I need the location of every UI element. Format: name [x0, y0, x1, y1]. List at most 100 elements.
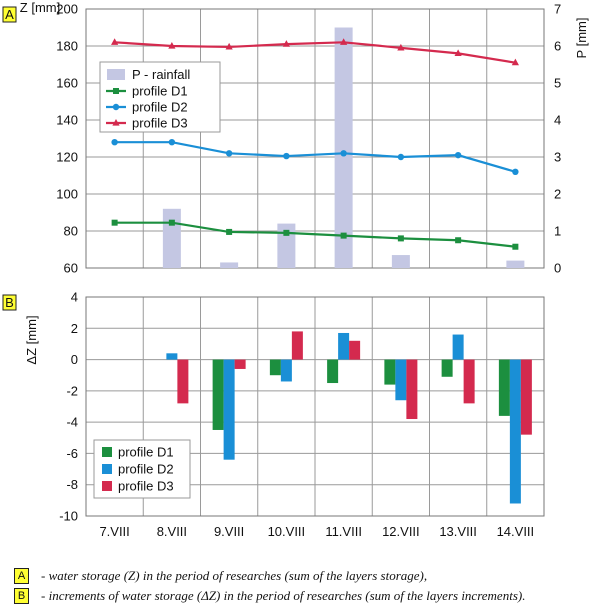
panel-b-ytick-label: -6 — [66, 446, 78, 461]
panel-a-ytick-label: 180 — [56, 39, 78, 54]
panel-a-y2tick-label: 6 — [554, 39, 561, 54]
panel-b-badge-label: B — [5, 295, 14, 310]
panel-a-legend-label-rainfall: P - rainfall — [132, 67, 190, 82]
panel-b-ytick-label: 0 — [71, 352, 78, 367]
panel-b-ytick-label: 4 — [71, 290, 78, 305]
panel-a-legend-label: profile D3 — [132, 116, 188, 131]
panel-b-bar — [166, 353, 178, 360]
panel-a-ytick-label: 140 — [56, 113, 78, 128]
panel-b-xtick-label: 13.VIII — [439, 524, 477, 539]
panel-a-legend-label: profile D2 — [132, 100, 188, 115]
panel-b-xtick-label: 8.VIII — [157, 524, 187, 539]
panel-b-bar — [291, 331, 303, 360]
panel-a-rainfall-bar — [334, 27, 353, 268]
panel-a-plot-frame — [85, 8, 545, 269]
panel-a-series-line — [114, 141, 516, 173]
footnote-b: B - increments of water storage (ΔZ) in … — [14, 586, 525, 606]
panel-a-data-point — [340, 150, 347, 157]
panel-a-data-point — [283, 152, 290, 160]
panel-a-data-point — [340, 38, 348, 45]
panel-b-chart: B -10 -8 -6 -4 -2 0 2 4 ΔZ [mm] 7.VIII 8.VIII 9.VIII… — [2, 290, 545, 539]
panel-a-data-point — [397, 43, 405, 51]
panel-a-rainfall-bar — [506, 260, 525, 268]
panel-a-data-point — [397, 153, 405, 161]
panel-a-data-point — [512, 243, 519, 250]
panel-a-data-point — [111, 219, 118, 226]
panel-b-legend-label: profile D3 — [118, 479, 174, 494]
panel-a-data-point — [454, 151, 462, 159]
panel-b-bar — [177, 359, 189, 404]
panel-a-legend-swatch-rainfall — [107, 69, 125, 80]
panel-a-rainfall-bar — [220, 262, 239, 268]
panel-b-bar — [223, 359, 235, 460]
panel-b-ytick-label: 2 — [71, 321, 78, 336]
panel-a-data-point — [226, 228, 233, 235]
panel-b-xtick-label: 9.VIII — [214, 524, 244, 539]
panel-a-legend-marker — [112, 103, 120, 111]
panel-b-ytick-label: -2 — [66, 383, 78, 398]
panel-a-rainfall-bar — [277, 223, 296, 268]
panel-a-y2tick-label: 1 — [554, 224, 561, 239]
panel-a-ytick-label: 60 — [64, 261, 78, 276]
panel-a-rainfall-bar — [162, 208, 181, 268]
panel-a-data-point — [225, 42, 233, 50]
panel-a-badge — [2, 6, 17, 23]
panel-b-bar — [498, 359, 510, 416]
panel-b-plot-frame — [85, 296, 545, 517]
panel-a-chart: A 60 80 100 120 140 160 180 200 0 1 2 3 4 5 6 7 Z [mm] P [… — [2, 0, 589, 276]
panel-a-data-point — [111, 139, 118, 146]
panel-b-badge — [2, 294, 17, 311]
panel-b-bar — [269, 359, 281, 376]
panel-b-bar — [441, 359, 453, 377]
panel-a-ytick-label: 200 — [56, 2, 78, 17]
panel-a-y2tick-label: 4 — [554, 113, 561, 128]
panel-a-ytick-label: 120 — [56, 150, 78, 165]
panel-b-bar — [463, 359, 475, 404]
panel-b-xtick-label: 7.VIII — [99, 524, 129, 539]
panel-a-data-point — [512, 168, 519, 175]
panel-a-ylabel: Z [mm] — [20, 0, 60, 15]
panel-a-data-point — [111, 38, 119, 45]
panel-b-legend-swatch — [102, 464, 112, 474]
panel-b-bar — [406, 359, 418, 420]
panel-a-data-point — [225, 150, 233, 157]
panel-a-ytick-label: 160 — [56, 76, 78, 91]
panel-a-legend-marker — [112, 119, 120, 126]
panel-b-bar — [212, 359, 224, 430]
panel-b-bar — [327, 359, 339, 384]
footnote-badge-a: A — [14, 568, 29, 584]
panel-b-xtick-label: 10.VIII — [268, 524, 306, 539]
panel-a-data-point — [397, 235, 404, 242]
panel-a-badge-label: A — [5, 7, 14, 22]
panel-b-bar — [452, 334, 464, 360]
panel-a-data-point — [340, 232, 347, 239]
figure: A 60 80 100 120 140 160 180 200 0 1 2 3 4 5 6 7 Z [mm] P [… — [2, 0, 589, 539]
panel-a-legend-label: profile D1 — [132, 84, 188, 99]
panel-b-bar — [349, 340, 361, 360]
panel-b-legend-label: profile D2 — [118, 462, 174, 477]
panel-b-xtick-label: 11.VIII — [325, 524, 362, 539]
panel-b-bar — [509, 359, 521, 504]
panel-a-series-line — [114, 221, 516, 248]
panel-b-legend-swatch — [102, 481, 112, 491]
panel-b-xtick-label: 12.VIII — [382, 524, 420, 539]
panel-a-y2tick-label: 0 — [554, 261, 561, 276]
footnotes: A - water storage (Z) in the period of r… — [14, 566, 525, 606]
panel-a-ytick-label: 80 — [64, 224, 78, 239]
panel-a-y2tick-label: 5 — [554, 76, 561, 91]
footnote-text-b: - increments of water storage (ΔZ) in th… — [41, 588, 526, 603]
panel-b-bar — [384, 359, 396, 385]
panel-b-ytick-label: -4 — [66, 415, 78, 430]
panel-a-data-point — [511, 58, 519, 66]
panel-a-y2tick-label: 7 — [554, 2, 561, 17]
panel-b-ylabel: ΔZ [mm] — [24, 315, 39, 364]
panel-a-data-point — [168, 42, 176, 49]
panel-a-y2label: P [mm] — [574, 18, 589, 59]
panel-b-bar — [234, 359, 246, 369]
panel-a-data-point — [454, 49, 462, 56]
panel-a-y2tick-label: 3 — [554, 150, 561, 165]
panel-b-bar — [395, 359, 407, 401]
panel-b-bar — [280, 359, 292, 382]
panel-b-legend-label: profile D1 — [118, 445, 174, 460]
panel-a-data-point — [283, 229, 290, 236]
